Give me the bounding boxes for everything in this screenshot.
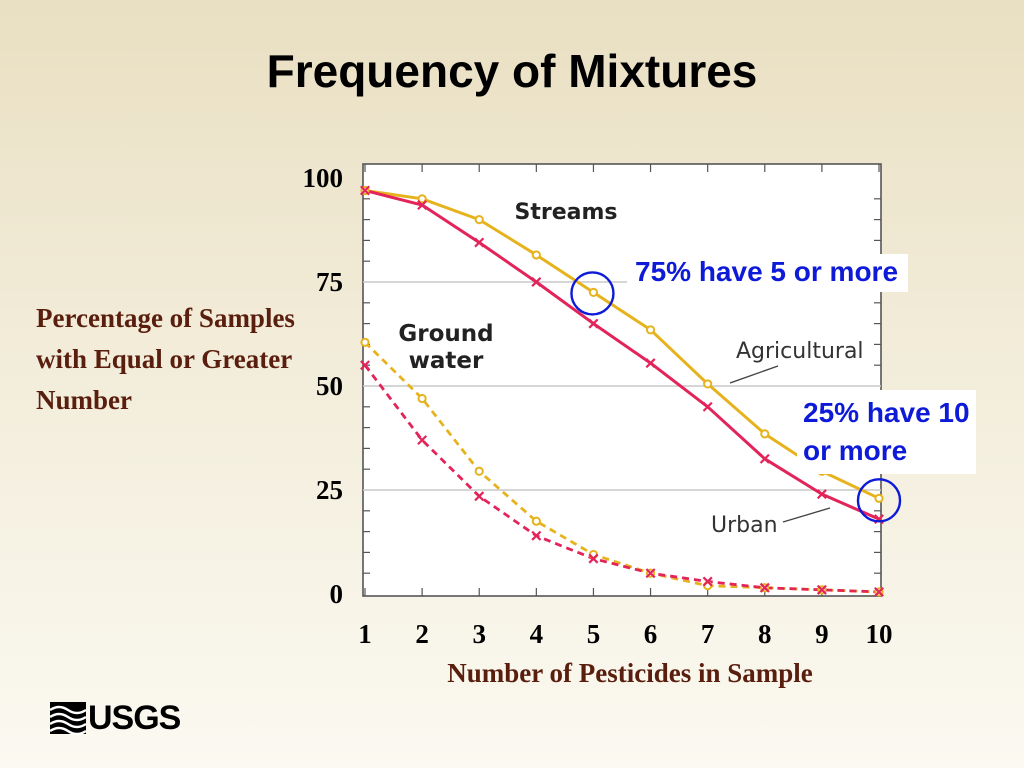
plot-area bbox=[362, 163, 882, 597]
x-tick-label: 3 bbox=[472, 619, 486, 649]
series-0-marker bbox=[645, 325, 656, 335]
x-tick-label: 10 bbox=[866, 619, 893, 649]
group-label-streams: Streams bbox=[515, 200, 618, 225]
leader-line-agricultural bbox=[729, 365, 779, 384]
series-3-marker bbox=[417, 435, 428, 446]
group-label-ground-water-line1: Ground bbox=[398, 321, 493, 347]
series-label-agricultural: Agricultural bbox=[736, 339, 864, 364]
series-3-marker bbox=[702, 576, 713, 587]
series-1-marker bbox=[360, 185, 370, 196]
leader-line-urban bbox=[782, 507, 831, 523]
y-tick-label: 25 bbox=[316, 475, 343, 505]
series-0-marker bbox=[417, 194, 427, 204]
x-tick-label: 1 bbox=[358, 619, 372, 649]
series-1-marker bbox=[588, 318, 599, 329]
series-line-1 bbox=[364, 189, 880, 521]
series-3-marker bbox=[874, 586, 884, 597]
callout-25-text-line2: or more bbox=[803, 435, 908, 466]
series-0-marker bbox=[531, 250, 541, 260]
x-axis-label: Number of Pesticides in Sample bbox=[447, 658, 813, 688]
x-tick-label: 9 bbox=[815, 619, 829, 649]
series-1-marker bbox=[816, 489, 827, 500]
x-tick-label: 6 bbox=[644, 619, 658, 649]
series-3-marker bbox=[531, 530, 542, 541]
series-0-marker bbox=[874, 493, 884, 503]
series-0-marker bbox=[588, 287, 599, 297]
series-0-marker bbox=[474, 215, 484, 225]
series-1-marker bbox=[417, 200, 428, 211]
series-label-urban: Urban bbox=[711, 513, 778, 538]
series-2-marker bbox=[474, 466, 484, 476]
series-3-marker bbox=[816, 584, 827, 595]
series-3-marker bbox=[588, 553, 599, 564]
series-3-marker bbox=[645, 568, 656, 579]
series-1-marker bbox=[702, 401, 713, 412]
group-label-ground-water-line2: water bbox=[409, 348, 484, 374]
series-3-marker bbox=[759, 582, 770, 593]
callout-75-text: 75% have 5 or more bbox=[635, 256, 899, 287]
series-1-marker bbox=[531, 277, 542, 287]
series-1-marker bbox=[645, 358, 656, 369]
x-tick-label: 8 bbox=[758, 619, 772, 649]
slide-title: Frequency of Mixtures bbox=[266, 45, 758, 97]
x-tick-label: 2 bbox=[415, 619, 429, 649]
x-tick-label: 7 bbox=[701, 619, 715, 649]
series-2-marker bbox=[531, 516, 541, 526]
highlight-circle-5 bbox=[570, 271, 615, 316]
y-axis-label: Percentage of Samples with Equal or Grea… bbox=[36, 303, 295, 415]
series-2-marker bbox=[360, 337, 370, 347]
series-1-marker bbox=[759, 453, 770, 464]
usgs-wave-icon bbox=[50, 702, 86, 736]
callout-25-text-line1: 25% have 10 bbox=[803, 397, 970, 428]
highlight-circle-10 bbox=[856, 478, 902, 523]
y-tick-label: 75 bbox=[316, 267, 343, 297]
usgs-logo-text: USGS bbox=[88, 698, 181, 737]
series-3-marker bbox=[360, 360, 370, 371]
y-tick-label: 50 bbox=[316, 371, 343, 401]
series-1-marker bbox=[474, 237, 485, 248]
x-tick-label: 5 bbox=[587, 619, 601, 649]
series-3-marker bbox=[474, 491, 485, 502]
series-line-3 bbox=[363, 364, 880, 594]
series-2-marker bbox=[417, 393, 427, 404]
usgs-logo: USGS bbox=[50, 698, 181, 737]
callout-25-percent: 25% have 10 or more bbox=[797, 390, 976, 474]
series-0-marker bbox=[760, 429, 770, 439]
y-tick-label: 0 bbox=[330, 579, 344, 609]
y-tick-label: 100 bbox=[303, 163, 344, 193]
callout-75-percent: 75% have 5 or more bbox=[627, 254, 909, 292]
x-tick-label: 4 bbox=[530, 619, 544, 649]
series-line-0 bbox=[364, 188, 880, 500]
series-0-marker bbox=[703, 379, 713, 389]
